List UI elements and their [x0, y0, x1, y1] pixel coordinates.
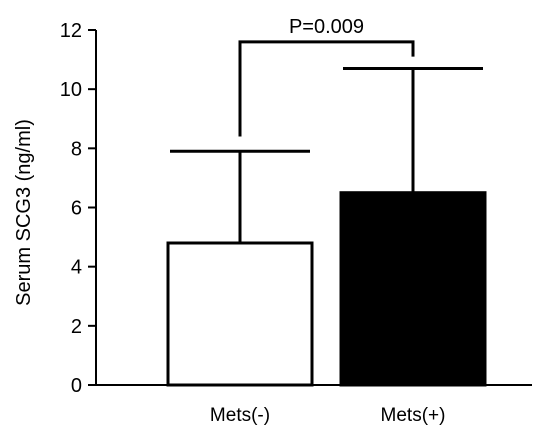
y-axis-title: Serum SCG3 (ng/ml) [13, 119, 35, 306]
y-tick-label: 2 [71, 316, 82, 338]
bar-mets-negative [166, 241, 314, 387]
significance-annotation: P=0.009 [238, 16, 415, 137]
y-tick-label: 12 [60, 20, 82, 42]
bar-mets-positive [339, 191, 487, 387]
y-tick-label: 4 [71, 257, 82, 279]
significance-bracket [238, 40, 415, 137]
y-tick-label: 6 [71, 198, 82, 220]
x-category-label: Mets(+) [381, 405, 446, 426]
p-value-label: P=0.009 [289, 16, 364, 38]
y-tick-label: 10 [60, 79, 82, 101]
y-axis: 0 2 4 6 8 10 12 [60, 20, 97, 397]
x-category-label: Mets(-) [210, 405, 270, 426]
y-tick-label: 0 [71, 375, 82, 397]
y-tick-label: 8 [71, 138, 82, 160]
